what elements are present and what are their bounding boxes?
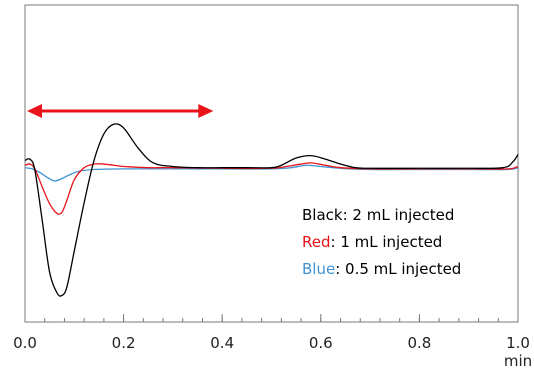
minor-ticks xyxy=(24,318,519,322)
x-tick-label: 0.6 xyxy=(309,334,333,352)
annotation-layer xyxy=(27,104,214,119)
legend-entry-red: Red: 1 mL injected xyxy=(302,233,442,251)
x-tick-labels: 0.0 0.2 0.4 0.6 0.8 1.0 xyxy=(13,334,530,352)
x-tick-label: 1.0 xyxy=(506,334,530,352)
legend-color-word: Blue xyxy=(302,260,335,278)
legend-color-word: Black xyxy=(302,206,343,224)
legend-entry-black: Black: 2 mL injected xyxy=(302,206,454,224)
x-tick-label: 0.0 xyxy=(13,334,37,352)
major-ticks xyxy=(24,314,519,322)
legend-description: : 0.5 mL injected xyxy=(335,260,461,278)
legend: Black: 2 mL injected Red: 1 mL injected Bl… xyxy=(302,206,461,278)
black-trace-line xyxy=(24,123,519,297)
x-tick-label: 0.2 xyxy=(112,334,136,352)
legend-entry-blue: Blue: 0.5 mL injected xyxy=(302,260,461,278)
series-layer xyxy=(24,123,519,297)
legend-color-word: Red xyxy=(302,233,331,251)
x-unit-label: min xyxy=(504,352,532,370)
legend-description: : 1 mL injected xyxy=(331,233,443,251)
plot-frame xyxy=(24,4,519,323)
red-trace-line xyxy=(24,162,519,215)
x-tick-label: 0.4 xyxy=(210,334,234,352)
x-tick-label: 0.8 xyxy=(407,334,431,352)
legend-description: : 2 mL injected xyxy=(343,206,455,224)
double-arrow-annotation xyxy=(27,104,214,119)
